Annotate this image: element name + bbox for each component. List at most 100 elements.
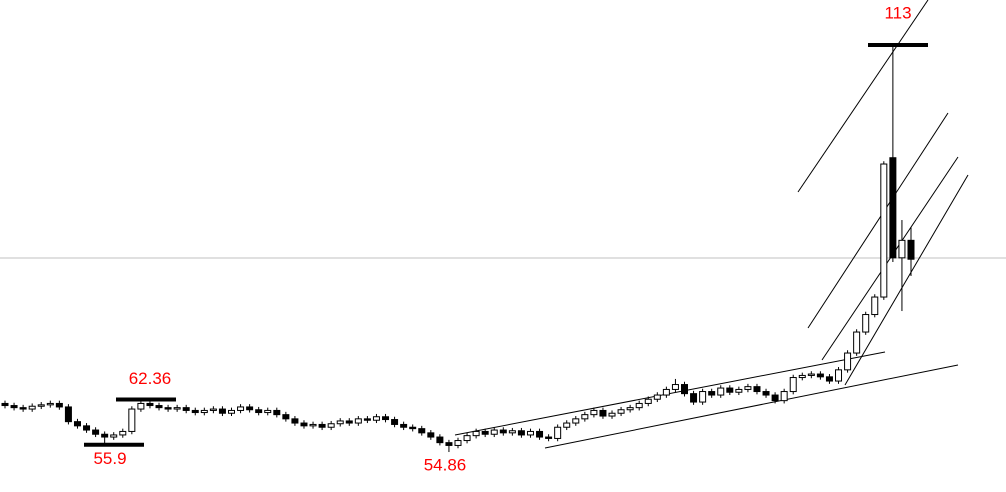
- trend-line: [821, 156, 959, 361]
- candle-body: [653, 394, 661, 400]
- candle-body: [545, 436, 553, 439]
- candle-body: [735, 388, 743, 393]
- candle-body: [871, 296, 879, 316]
- candle-body: [681, 384, 688, 395]
- candle-body: [626, 407, 634, 411]
- trend-line: [454, 351, 886, 436]
- candle-body: [581, 414, 589, 420]
- candle-body: [517, 430, 525, 436]
- candle-body: [717, 387, 725, 396]
- candle-body: [182, 407, 190, 411]
- candle-body: [282, 414, 290, 420]
- level-label: 113: [884, 3, 911, 22]
- candle-body: [146, 402, 154, 407]
- trend-line: [797, 0, 929, 193]
- candle-body: [789, 377, 797, 393]
- candle-body: [762, 391, 770, 396]
- candle-body: [345, 420, 353, 424]
- candle-body: [490, 429, 498, 435]
- candle-body: [336, 420, 344, 425]
- candle-body: [671, 384, 679, 390]
- candle-body: [463, 435, 471, 442]
- candle-body: [726, 387, 734, 393]
- candle-body: [708, 391, 716, 396]
- candle-body: [318, 423, 326, 428]
- candle-body: [699, 391, 707, 403]
- candle-body: [816, 373, 824, 378]
- candle-body: [617, 409, 625, 414]
- candle-body: [191, 409, 199, 414]
- candle-body: [83, 425, 91, 431]
- candle-body: [427, 432, 435, 438]
- candle-body: [255, 409, 263, 414]
- candle-body: [635, 402, 643, 409]
- channel-lines: [454, 0, 969, 449]
- candle-body: [246, 406, 254, 411]
- candle-body: [898, 239, 906, 259]
- candle-body: [155, 405, 163, 409]
- candle-body: [572, 418, 580, 424]
- candle-body: [372, 416, 380, 421]
- candle-body: [563, 422, 571, 428]
- candle-body: [835, 369, 843, 382]
- candle-body: [1, 402, 9, 407]
- candle-body: [300, 422, 308, 427]
- candle-body: [92, 429, 100, 435]
- candle-body: [382, 416, 390, 421]
- candle-body: [880, 163, 888, 298]
- candle-body: [454, 440, 462, 446]
- candle-body: [55, 402, 63, 408]
- candle-body: [73, 421, 81, 427]
- candle-body: [499, 429, 507, 434]
- candle-body: [889, 157, 897, 259]
- candle-body: [363, 418, 371, 421]
- candle-body: [418, 428, 426, 434]
- candle-body: [744, 386, 752, 390]
- candle-body: [798, 374, 806, 379]
- candle-body: [128, 408, 136, 432]
- candle-body: [173, 407, 181, 410]
- trend-line: [807, 112, 949, 329]
- candle-body: [19, 407, 27, 410]
- candle-body: [391, 419, 399, 425]
- candle-body: [436, 436, 444, 444]
- trend-line: [544, 364, 959, 449]
- candle-body: [46, 402, 54, 406]
- candle-body: [844, 352, 852, 371]
- candle-body: [536, 430, 544, 438]
- candle-body: [64, 406, 72, 423]
- candle-body: [264, 409, 272, 414]
- candle-body: [137, 402, 145, 410]
- candle-body: [608, 412, 616, 417]
- candle-body: [354, 418, 362, 424]
- candle-body: [164, 407, 172, 410]
- candle-body: [907, 239, 915, 260]
- candle-body: [590, 409, 598, 416]
- candle-body: [825, 376, 833, 382]
- candle-body: [599, 409, 607, 417]
- trend-line: [844, 174, 969, 386]
- candle-body: [273, 409, 281, 416]
- candle-body: [309, 423, 317, 427]
- candle-body: [228, 409, 235, 414]
- candle-body: [853, 331, 861, 354]
- candle-body: [472, 430, 480, 437]
- candle-body: [662, 388, 670, 396]
- candle-body: [526, 430, 534, 436]
- candle-body: [101, 433, 109, 438]
- candle-body: [327, 423, 335, 428]
- candle-body: [409, 426, 417, 430]
- level-label: 54.86: [424, 456, 467, 475]
- candle-body: [110, 434, 118, 438]
- candle-body: [37, 404, 45, 407]
- candle-body: [291, 418, 299, 424]
- candle-body: [753, 386, 761, 393]
- candle-body: [554, 426, 562, 439]
- candle-body: [400, 423, 408, 428]
- candle-body: [771, 394, 779, 402]
- candle-body: [10, 405, 18, 409]
- candle-body: [28, 405, 36, 410]
- candle-body: [237, 406, 245, 411]
